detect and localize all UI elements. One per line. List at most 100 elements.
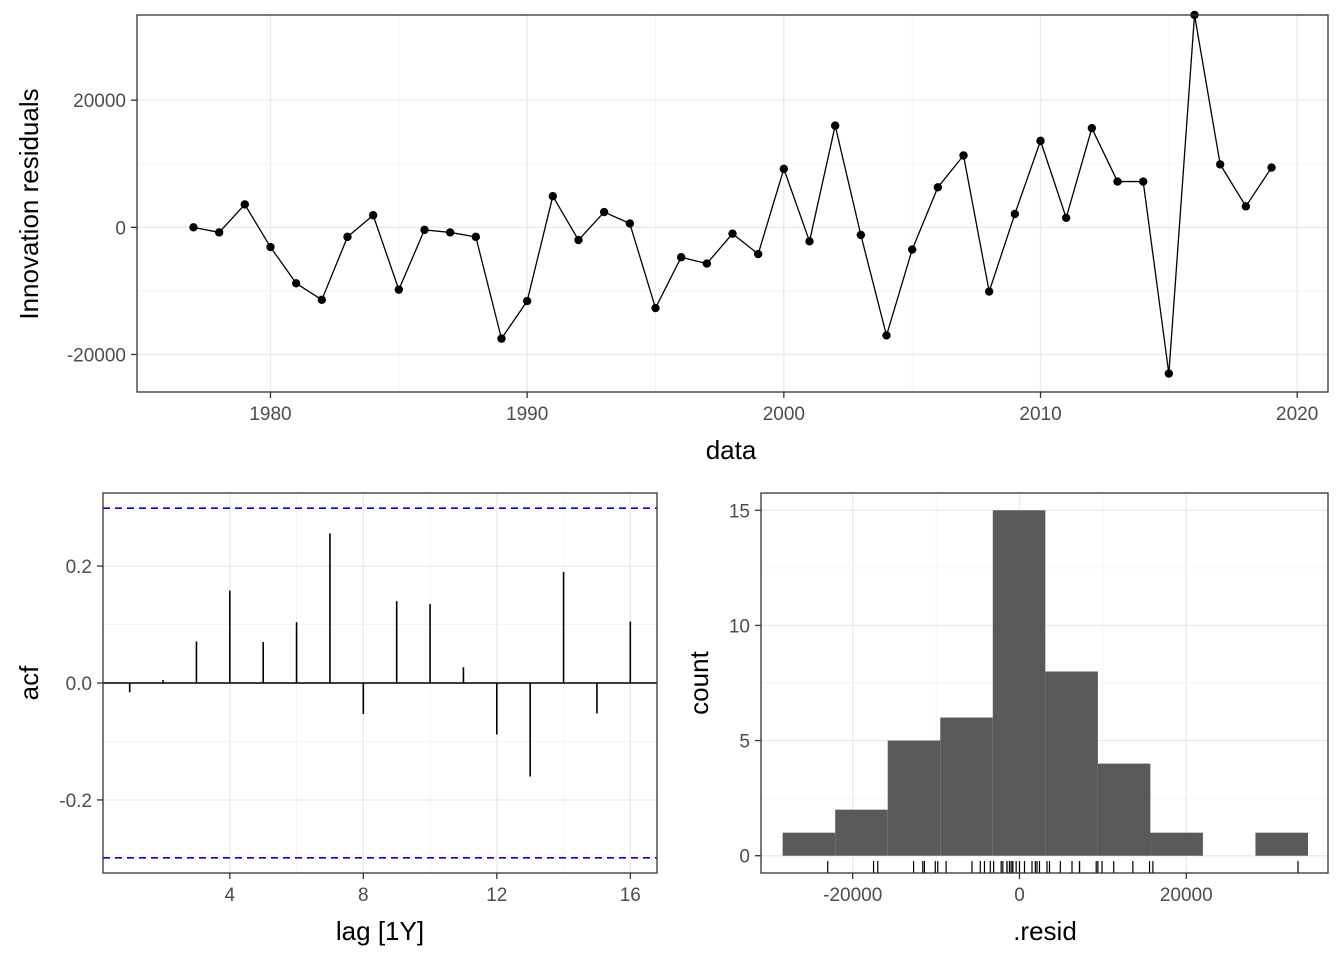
residual-point xyxy=(907,245,917,254)
top-panel-background xyxy=(137,15,1328,392)
hist-x-axis-title: .resid xyxy=(1013,916,1077,946)
residual-line-segment xyxy=(937,155,965,188)
residual-line-segment xyxy=(885,249,913,336)
acf-y-tick-label: 0.0 xyxy=(66,674,92,695)
residual-line-segment xyxy=(808,125,836,242)
residual-point xyxy=(574,235,583,245)
residual-point xyxy=(856,230,866,240)
residual-line-segment xyxy=(295,282,323,301)
top-y-tick-label: 20000 xyxy=(73,91,126,112)
residual-line-segment xyxy=(450,231,476,238)
hist-y-tick-label: 15 xyxy=(729,501,750,522)
histogram-bar xyxy=(887,740,941,856)
residual-line-segment xyxy=(860,234,888,336)
residual-line-segment xyxy=(706,233,733,265)
histogram-bar xyxy=(1255,832,1308,856)
histogram-bar xyxy=(782,832,836,856)
residual-line-segment xyxy=(911,187,939,250)
residual-point xyxy=(343,232,352,242)
residual-line-segment xyxy=(347,214,374,238)
residual-point xyxy=(214,228,224,237)
residual-line-segment xyxy=(681,256,707,265)
residual-line-segment xyxy=(372,215,400,290)
residual-point xyxy=(1241,202,1251,211)
residual-point xyxy=(1138,177,1148,186)
residual-line-segment xyxy=(1219,164,1247,207)
residual-line-segment xyxy=(398,229,426,290)
residual-point xyxy=(445,228,455,237)
residual-line-segment xyxy=(732,233,759,255)
residual-point xyxy=(753,249,763,259)
histogram-bar xyxy=(835,809,888,856)
residual-point xyxy=(651,303,660,313)
histogram-bar xyxy=(1097,763,1151,856)
acf-x-tick-label: 16 xyxy=(620,885,641,906)
top-x-tick-label: 2010 xyxy=(1019,404,1061,425)
residual-point xyxy=(728,229,737,238)
residual-line-segment xyxy=(757,168,785,255)
residual-point xyxy=(959,151,968,160)
residual-point xyxy=(1010,209,1020,219)
histogram-bar xyxy=(1150,832,1203,856)
hist-y-tick-label: 10 xyxy=(729,616,750,637)
residual-point xyxy=(1061,213,1071,223)
residual-point xyxy=(779,164,789,174)
top-x-tick-label: 1990 xyxy=(506,404,548,425)
residuals-time-plot: 1980 1990 2000 2010 2020 -20000 0 20000 xyxy=(67,10,1329,425)
residual-point xyxy=(984,287,994,296)
residual-line-segment xyxy=(783,168,811,242)
residual-line-segment xyxy=(988,213,1016,292)
top-y-axis-title: Innovation residuals xyxy=(14,88,44,319)
residual-line-segment xyxy=(1142,181,1170,374)
acf-plot: 4 8 12 16 -0.2 0.0 0.2 xyxy=(59,492,658,906)
residual-line-segment xyxy=(193,226,220,234)
hist-x-tick-label: 0 xyxy=(1014,885,1025,906)
residual-point xyxy=(291,279,301,288)
residual-point xyxy=(702,259,712,268)
top-x-tick-label: 2000 xyxy=(763,404,805,425)
residual-line-segment xyxy=(834,125,862,236)
residual-line-segment xyxy=(1193,14,1221,165)
hist-y-tick-label: 0 xyxy=(739,847,750,868)
residual-point xyxy=(471,232,481,242)
top-x-axis-title: data xyxy=(706,435,757,465)
residual-line-segment xyxy=(1091,127,1119,182)
residual-point xyxy=(1164,369,1174,378)
top-panel-border xyxy=(136,14,1329,393)
residual-line-segment xyxy=(552,195,580,241)
residual-line-segment xyxy=(1245,167,1273,207)
residual-line-segment xyxy=(526,196,554,302)
residual-point xyxy=(625,219,635,228)
hist-panel-border xyxy=(760,492,1329,874)
residual-point xyxy=(1267,163,1276,172)
residual-line-segment xyxy=(603,211,631,225)
residual-line-segment xyxy=(962,155,990,292)
acf-x-tick-label: 12 xyxy=(486,885,507,906)
residual-line-segment xyxy=(654,256,682,309)
residual-point xyxy=(522,296,532,306)
residual-point xyxy=(599,207,609,217)
residual-line-segment xyxy=(1168,14,1196,374)
histogram-bar xyxy=(1045,671,1098,856)
residual-point xyxy=(317,295,327,305)
top-x-tick-label: 2020 xyxy=(1276,404,1318,425)
residual-line-segment xyxy=(424,229,451,234)
top-x-tick-label: 1980 xyxy=(249,404,291,425)
hist-x-tick-label: 20000 xyxy=(1160,885,1213,906)
residual-point xyxy=(805,237,814,246)
residual-point xyxy=(420,225,429,235)
histogram-bar xyxy=(940,717,993,856)
histogram-bar xyxy=(992,510,1046,856)
top-y-tick-label: -20000 xyxy=(67,345,126,366)
residual-point xyxy=(1087,123,1097,133)
residual-line-segment xyxy=(475,236,503,339)
residual-line-segment xyxy=(1014,140,1042,215)
residual-line-segment xyxy=(321,236,349,301)
acf-x-axis-title: lag [1Y] xyxy=(336,916,424,946)
residual-point xyxy=(266,242,275,252)
residual-line-segment xyxy=(1065,127,1093,218)
residual-line-segment xyxy=(218,204,246,233)
acf-x-tick-label: 8 xyxy=(358,885,369,906)
residual-point xyxy=(240,200,250,209)
